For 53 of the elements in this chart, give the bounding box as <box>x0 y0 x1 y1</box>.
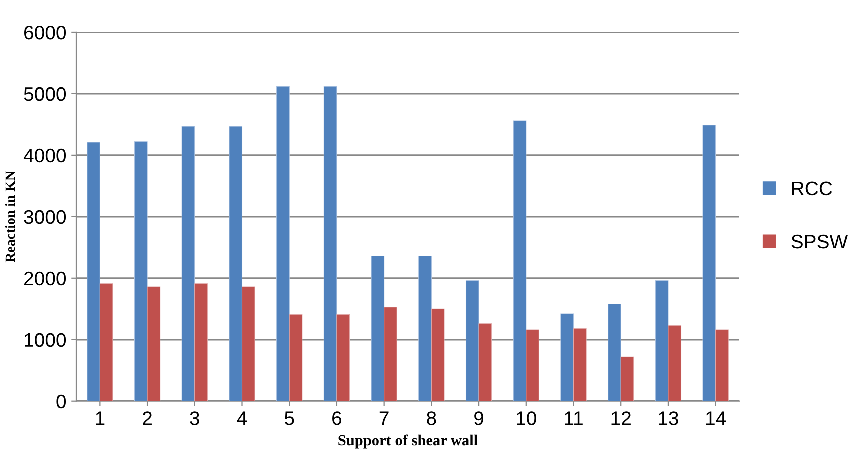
bar <box>620 356 634 402</box>
bar <box>716 330 729 402</box>
bar <box>371 256 385 402</box>
bar <box>513 120 527 402</box>
x-tick-label: 9 <box>474 412 484 426</box>
x-tick-label: 14 <box>706 412 726 426</box>
bar <box>608 304 622 402</box>
y-tick-label: 1000 <box>25 333 66 348</box>
y-tick-label: 5000 <box>24 87 66 102</box>
bar <box>655 280 669 402</box>
y-tick-label: 6000 <box>24 26 66 40</box>
x-tick-label: 5 <box>284 412 294 426</box>
bar <box>289 314 303 402</box>
bar <box>702 125 716 402</box>
x-tick-label: 10 <box>517 412 536 426</box>
bar <box>276 86 290 402</box>
legend-label: RCC <box>792 182 832 196</box>
y-tick-label: 2000 <box>24 272 66 286</box>
bar <box>87 142 100 402</box>
x-axis-title: Support of shear wall <box>338 434 478 449</box>
x-tick-label: 7 <box>380 412 389 426</box>
bar <box>384 307 398 402</box>
bar <box>418 256 432 402</box>
x-tick-label: 13 <box>659 412 678 426</box>
bar <box>242 286 256 402</box>
x-tick-label: 1 <box>96 412 105 426</box>
y-axis-title: Reaction in KN <box>5 171 16 263</box>
bar <box>194 284 208 402</box>
bar <box>100 284 114 402</box>
y-tick-label: 4000 <box>24 148 66 163</box>
bar <box>431 308 445 402</box>
x-tick-label: 2 <box>143 412 152 426</box>
bar <box>573 328 587 402</box>
bar <box>336 314 350 402</box>
x-tick-label: 3 <box>190 412 200 426</box>
y-tick-label: 3000 <box>24 210 66 224</box>
x-tick-label: 11 <box>565 412 583 426</box>
x-tick-label: 6 <box>332 412 342 426</box>
bar <box>324 86 338 402</box>
bar <box>147 286 161 402</box>
x-tick-label: 12 <box>612 412 631 426</box>
bar <box>182 126 196 402</box>
legend-label: SPSW <box>792 234 848 249</box>
x-tick-label: 8 <box>427 412 436 426</box>
bar <box>466 280 480 402</box>
y-tick-label: 0 <box>56 394 66 409</box>
bar <box>478 324 492 402</box>
bar <box>134 142 148 402</box>
bar <box>229 126 243 402</box>
bar <box>560 314 574 402</box>
bar <box>526 330 540 402</box>
x-tick-label: 4 <box>237 412 248 426</box>
bar <box>668 325 682 402</box>
